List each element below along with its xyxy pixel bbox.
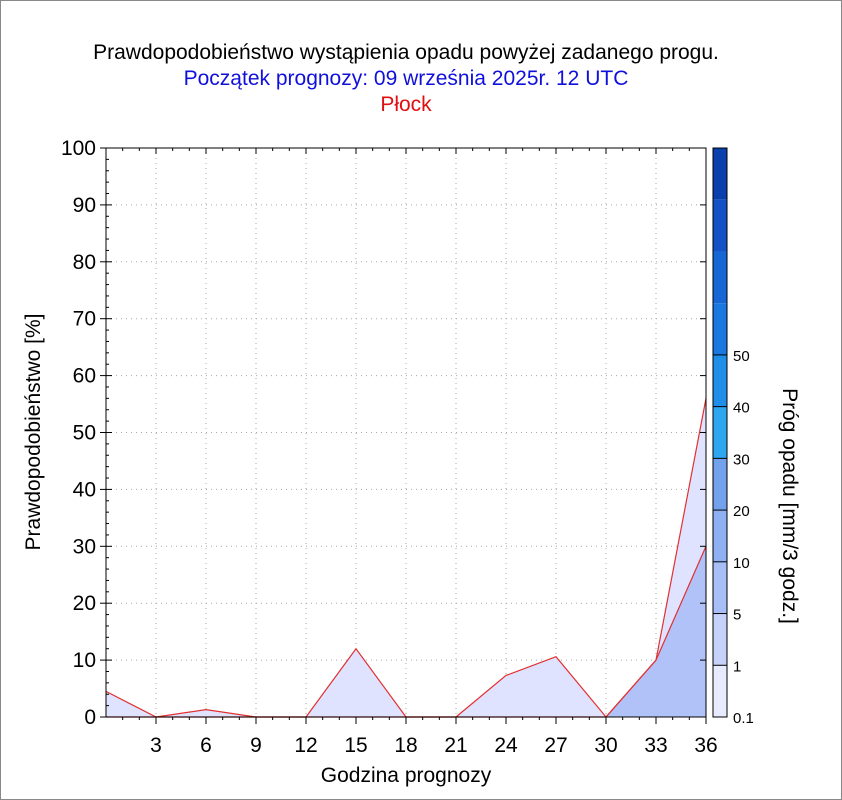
y-tick-label: 60 xyxy=(73,365,96,388)
x-axis-label: Godzina prognozy xyxy=(321,764,492,787)
colorbar-tick-label: 30 xyxy=(733,451,750,468)
colorbar-segment xyxy=(713,199,727,252)
x-tick-label: 6 xyxy=(200,734,212,757)
colorbar-tick-label: 10 xyxy=(733,555,750,572)
chart-subtitle: Początek prognozy: 09 września 2025r. 12… xyxy=(183,67,629,90)
colorbar-segment xyxy=(713,510,727,562)
colorbar-tick-label: 1 xyxy=(733,658,741,675)
colorbar-segment xyxy=(713,303,727,355)
y-tick-label: 90 xyxy=(73,194,96,217)
colorbar-segment xyxy=(713,354,727,407)
colorbar-tick-label: 50 xyxy=(733,348,750,365)
y-tick-label: 80 xyxy=(73,251,96,274)
series-area-1 xyxy=(106,546,706,717)
series-line-0 xyxy=(105,398,707,718)
x-tick-label: 3 xyxy=(150,734,162,757)
series-line-1 xyxy=(106,546,707,718)
colorbar-segment xyxy=(713,406,727,459)
y-tick-label: 10 xyxy=(73,649,96,672)
x-tick-label: 12 xyxy=(294,734,317,757)
colorbar-label: Próg opadu [mm/3 godz.] xyxy=(778,388,801,624)
colorbar-segment xyxy=(713,665,727,717)
x-tick-label: 27 xyxy=(544,734,567,757)
colorbar-tick-label: 0.1 xyxy=(733,710,754,727)
colorbar-tick-label: 5 xyxy=(733,607,741,624)
series-areas xyxy=(105,398,707,718)
y-tick-label: 50 xyxy=(73,422,96,445)
y-tick-label: 0 xyxy=(84,706,96,729)
x-tick-label: 30 xyxy=(594,734,617,757)
y-axis-label: Prawdopodobieństwo [%] xyxy=(22,314,45,551)
x-tick-label: 9 xyxy=(250,734,262,757)
x-tick-label: 24 xyxy=(494,734,518,757)
colorbar-segment xyxy=(713,561,727,614)
x-tick-label: 15 xyxy=(344,734,367,757)
x-tick-label: 18 xyxy=(394,734,417,757)
colorbar-tick-label: 40 xyxy=(733,400,750,417)
station-name: Płock xyxy=(380,93,432,116)
y-tick-label: 100 xyxy=(61,137,96,160)
x-tick-label: 21 xyxy=(444,734,467,757)
colorbar-segment xyxy=(713,613,727,666)
chart-title: Prawdopodobieństwo wystąpienia opadu pow… xyxy=(93,41,719,64)
colorbar-tick-label: 20 xyxy=(733,503,750,520)
colorbar-segment xyxy=(713,458,727,511)
series-area-0 xyxy=(106,398,706,717)
y-tick-label: 30 xyxy=(73,535,96,558)
x-tick-label: 33 xyxy=(644,734,667,757)
y-tick-label: 70 xyxy=(73,308,96,331)
colorbar-border xyxy=(712,147,728,718)
grid xyxy=(106,148,706,717)
colorbar: 0.1 1 5 10 20 30 40 50 xyxy=(712,147,754,727)
colorbar-segment xyxy=(713,148,727,200)
colorbar-segment xyxy=(713,251,727,304)
x-tick-label: 36 xyxy=(694,734,717,757)
y-tick-label: 40 xyxy=(73,478,96,501)
y-tick-label: 20 xyxy=(73,592,96,615)
